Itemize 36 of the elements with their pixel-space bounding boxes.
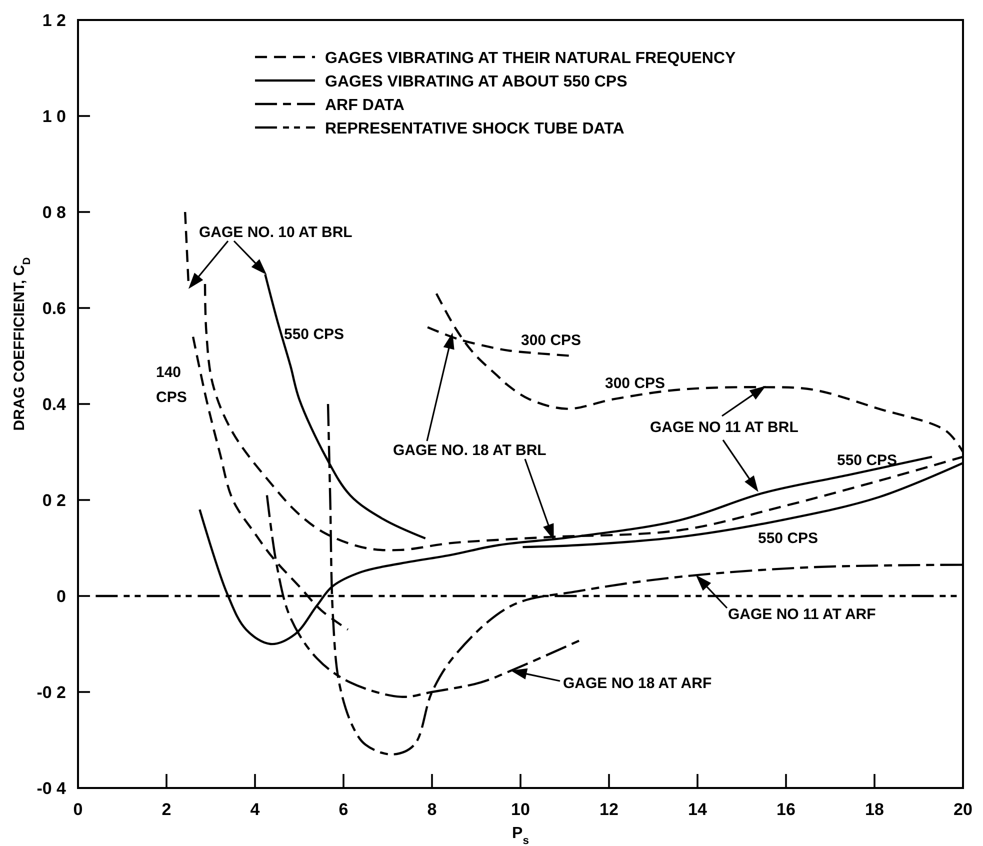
x-tick-label: 6 bbox=[338, 800, 348, 819]
annotation: 140 CPS bbox=[156, 364, 187, 406]
x-axis-title: P$_{s}$ bbox=[512, 825, 529, 846]
x-tick-label: 8 bbox=[427, 800, 437, 819]
x-tick-label: 10 bbox=[511, 800, 530, 819]
y-tick-label: 0.6 bbox=[42, 299, 66, 318]
y-tick-label: 0.4 bbox=[42, 395, 67, 414]
y-tick-label: 0 2 bbox=[42, 491, 66, 510]
y-tick-label: 1 2 bbox=[42, 11, 66, 30]
x-tick-label: 16 bbox=[776, 800, 796, 819]
annotation: GAGE NO 18 AT ARF bbox=[563, 675, 712, 692]
legend-label: GAGES VIBRATING AT ABOUT 550 CPS bbox=[325, 74, 628, 90]
legend-label: GAGES VIBRATING AT THEIR NATURAL FREQUENCY bbox=[325, 50, 736, 67]
y-tick-label: -0 4 bbox=[36, 779, 67, 798]
legend-label: REPRESENTATIVE SHOCK TUBE DATA bbox=[325, 120, 625, 138]
annotation: 300 CPS bbox=[521, 332, 582, 349]
x-tick-label: 14 bbox=[688, 800, 708, 819]
annotation: 550 CPS bbox=[758, 530, 818, 547]
annotation: 550 CPS bbox=[284, 326, 344, 343]
x-tick-label: 4 bbox=[250, 800, 260, 819]
x-tick-label: 2 bbox=[162, 800, 172, 819]
annotation: GAGE NO. 10 AT BRL bbox=[199, 224, 352, 241]
x-tick-label: 20 bbox=[954, 800, 972, 819]
y-tick-label: 0 8 bbox=[42, 203, 66, 222]
x-tick-label: 0 bbox=[73, 800, 83, 819]
annotation: GAGE NO. 18 AT BRL bbox=[393, 442, 546, 459]
annotation: GAGE NO 11 AT ARF bbox=[728, 606, 876, 623]
legend-label: ARF DATA bbox=[325, 97, 405, 114]
annotation: 550 CPS bbox=[837, 452, 898, 469]
x-tick-label: 18 bbox=[865, 800, 884, 819]
annotation: 300 CPS bbox=[605, 375, 666, 392]
y-tick-label: 0 bbox=[56, 587, 66, 606]
y-tick-label: 1 0 bbox=[42, 107, 66, 126]
y-tick-label: -0 2 bbox=[36, 683, 66, 702]
x-tick-label: 12 bbox=[600, 800, 618, 819]
annotation: GAGE NO 11 AT BRL bbox=[650, 419, 798, 436]
